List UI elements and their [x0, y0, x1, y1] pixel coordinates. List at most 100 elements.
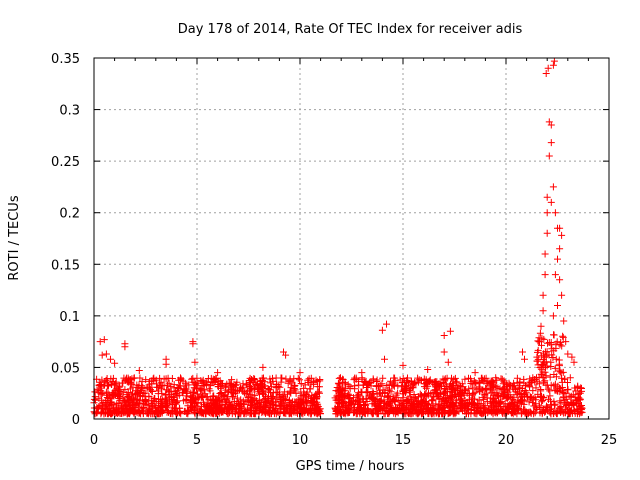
data-point — [264, 385, 272, 392]
data-point — [544, 385, 552, 393]
data-point — [435, 405, 443, 413]
data-point — [286, 375, 294, 383]
data-point — [266, 375, 274, 383]
data-point — [141, 396, 149, 403]
data-point — [292, 389, 300, 397]
data-point — [519, 348, 526, 356]
data-point — [312, 376, 320, 384]
data-point — [188, 406, 195, 414]
data-point — [379, 389, 386, 397]
data-point — [543, 402, 550, 410]
data-point — [385, 398, 393, 406]
data-point — [391, 398, 399, 406]
data-point — [480, 396, 488, 404]
data-point — [121, 397, 129, 405]
data-point — [521, 390, 529, 398]
data-point — [558, 231, 566, 239]
data-point — [556, 388, 564, 396]
data-point — [391, 374, 399, 382]
data-point — [471, 369, 479, 377]
data-point — [362, 395, 370, 403]
data-point — [507, 409, 515, 416]
data-point — [238, 403, 246, 411]
data-point — [102, 388, 110, 396]
data-point — [433, 393, 441, 401]
data-point — [461, 386, 469, 394]
data-point — [473, 408, 481, 416]
data-point — [115, 408, 123, 416]
data-point — [559, 389, 567, 396]
data-point — [467, 378, 475, 386]
data-point — [466, 396, 473, 404]
data-point — [350, 376, 358, 384]
data-point — [157, 400, 165, 407]
data-point — [461, 375, 469, 383]
data-point — [314, 400, 322, 408]
data-point — [376, 381, 384, 389]
data-point — [570, 358, 578, 366]
data-point — [531, 376, 539, 383]
data-point — [554, 302, 561, 309]
data-point — [162, 391, 170, 399]
data-point — [469, 384, 477, 392]
data-point — [394, 389, 402, 397]
data-point — [183, 381, 191, 389]
data-point — [547, 198, 555, 206]
data-point — [559, 332, 567, 340]
data-point — [209, 393, 217, 401]
data-point — [274, 383, 282, 390]
data-point — [220, 406, 228, 414]
data-point — [174, 384, 182, 391]
data-point — [251, 395, 259, 403]
data-point — [152, 407, 159, 415]
data-point — [136, 374, 144, 382]
data-point — [467, 375, 474, 383]
data-point — [444, 392, 452, 400]
data-point — [500, 403, 508, 411]
data-point — [217, 407, 225, 415]
data-point — [364, 381, 372, 389]
data-point — [457, 399, 465, 407]
data-point — [351, 385, 359, 393]
data-point — [495, 399, 503, 407]
x-tick-label: 10 — [292, 433, 309, 448]
data-point — [542, 70, 550, 77]
data-point — [169, 410, 177, 418]
data-point — [530, 410, 538, 418]
data-point — [475, 400, 483, 408]
data-point — [377, 402, 385, 410]
data-point — [352, 398, 359, 406]
data-point — [539, 362, 547, 370]
data-point — [547, 139, 555, 147]
data-point — [223, 409, 231, 417]
data-point — [541, 348, 549, 356]
data-point — [449, 401, 457, 409]
data-point — [418, 391, 425, 399]
data-point — [132, 400, 140, 408]
data-point — [534, 337, 542, 345]
data-point — [339, 376, 347, 383]
data-point — [303, 399, 311, 407]
data-point — [199, 376, 207, 384]
data-point — [520, 375, 528, 383]
data-point — [571, 384, 579, 392]
data-point — [556, 397, 564, 405]
x-tick-label: 15 — [395, 433, 412, 448]
data-point — [200, 398, 207, 406]
data-point — [547, 339, 555, 346]
data-point — [532, 404, 540, 412]
data-point — [381, 355, 388, 363]
data-point — [102, 350, 110, 358]
data-point — [484, 409, 492, 417]
data-point — [424, 382, 432, 390]
data-point — [233, 387, 241, 395]
data-point — [240, 400, 247, 408]
data-point — [277, 399, 285, 407]
data-point — [355, 381, 363, 389]
data-point — [109, 374, 117, 382]
data-point — [570, 401, 578, 408]
data-point — [98, 351, 106, 359]
data-point — [538, 341, 545, 349]
data-point — [214, 383, 222, 391]
data-point — [502, 381, 510, 389]
